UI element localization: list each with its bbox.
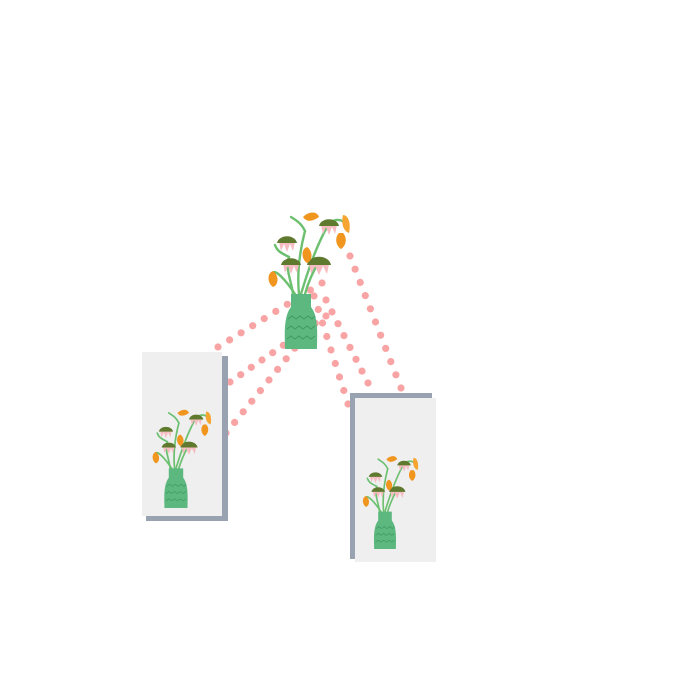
projection-dot xyxy=(366,305,374,313)
projection-dot xyxy=(256,387,264,395)
projection-dot xyxy=(322,312,330,320)
projection-dot xyxy=(387,358,395,366)
projection-dot xyxy=(265,376,273,384)
projection-dot xyxy=(318,319,327,327)
projection-dot xyxy=(282,355,290,363)
projection-dot xyxy=(214,343,222,351)
projection-dot xyxy=(318,279,326,287)
projection-dot xyxy=(274,365,282,373)
projection-dot xyxy=(377,331,385,339)
projection-dot xyxy=(344,400,352,408)
projection-dot xyxy=(260,315,268,323)
projection-dot xyxy=(334,320,342,328)
projection-dot xyxy=(361,292,369,300)
projection-dot xyxy=(314,305,322,314)
projection-dot xyxy=(364,379,372,387)
projection-dot xyxy=(392,371,400,379)
projection-dot xyxy=(346,252,354,260)
projection-dot xyxy=(340,332,348,340)
main-bouquet-icon xyxy=(267,211,351,351)
projection-dot xyxy=(335,373,344,381)
left-card xyxy=(142,352,228,521)
projection-dot xyxy=(322,296,330,304)
projection-dot xyxy=(358,367,366,375)
projection-dot xyxy=(356,278,364,286)
projection-dot xyxy=(331,359,339,368)
projection-dot xyxy=(328,308,336,316)
projection-dot xyxy=(283,300,291,308)
projection-dot xyxy=(306,286,314,294)
projection-dot xyxy=(310,292,318,300)
projection-dot xyxy=(340,386,348,395)
projection-dot xyxy=(269,349,277,357)
right-card xyxy=(350,393,436,562)
projection-dot xyxy=(323,332,331,341)
projection-dot xyxy=(397,384,405,392)
projection-dot xyxy=(258,356,266,364)
projection-dot xyxy=(237,371,245,379)
projection-dot xyxy=(371,318,380,326)
projection-dot xyxy=(351,265,359,273)
projection-dot xyxy=(237,329,245,337)
projection-dot xyxy=(247,363,255,371)
projection-dot xyxy=(248,397,256,405)
projection-dot xyxy=(226,336,234,344)
projection-dot xyxy=(327,346,335,354)
projection-dot xyxy=(231,418,239,426)
projection-dot xyxy=(239,408,247,416)
projection-dot xyxy=(352,355,360,363)
projection-dot xyxy=(346,343,354,351)
projection-dot xyxy=(249,322,257,330)
projection-dot xyxy=(382,344,390,352)
projection-dot xyxy=(226,378,234,386)
projection-dot xyxy=(272,307,280,315)
